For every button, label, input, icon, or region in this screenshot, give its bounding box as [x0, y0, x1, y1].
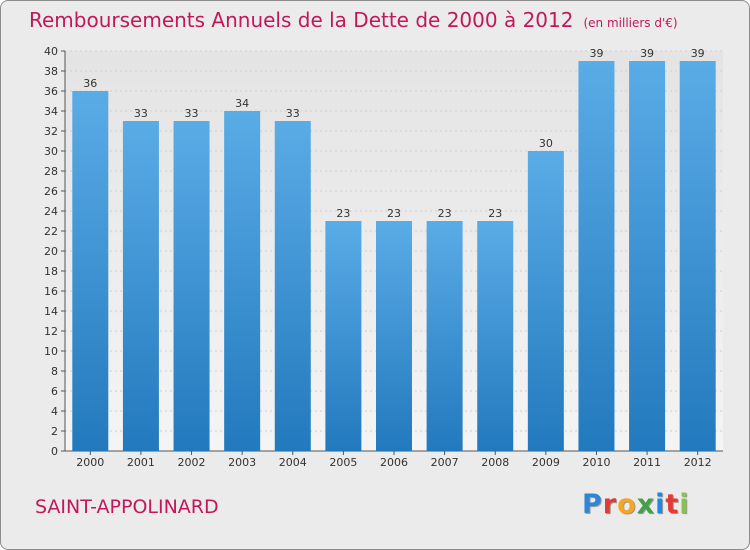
y-tick-label: 36 — [44, 85, 58, 98]
x-tick-label: 2007 — [431, 456, 459, 469]
logo-letter: x — [636, 489, 656, 520]
bar-value-label: 33 — [286, 107, 300, 120]
bar — [629, 61, 666, 451]
y-tick-label: 12 — [44, 325, 58, 338]
bar — [527, 151, 564, 451]
logo-letter: r — [602, 489, 618, 520]
x-tick-label: 2004 — [279, 456, 307, 469]
chart-title: Remboursements Annuels de la Dette de 20… — [29, 8, 678, 32]
bar-value-label: 36 — [83, 77, 97, 90]
y-tick-label: 6 — [51, 385, 58, 398]
y-tick-label: 28 — [44, 165, 58, 178]
bar-value-label: 23 — [488, 207, 502, 220]
x-tick-label: 2006 — [380, 456, 408, 469]
y-tick-label: 16 — [44, 285, 58, 298]
y-tick-label: 40 — [44, 45, 58, 58]
bar-value-label: 30 — [539, 137, 553, 150]
title-text: Remboursements Annuels de la Dette de 20… — [29, 8, 574, 32]
y-tick-label: 24 — [44, 205, 58, 218]
bar-value-label: 23 — [438, 207, 452, 220]
unit-note: (en milliers d'€) — [583, 16, 678, 30]
logo-letter: i — [679, 489, 690, 520]
y-tick-label: 26 — [44, 185, 58, 198]
bar — [426, 221, 463, 451]
bar — [72, 91, 109, 451]
bar — [173, 121, 210, 451]
y-tick-label: 34 — [44, 105, 58, 118]
bar-value-label: 39 — [640, 47, 654, 60]
y-tick-label: 20 — [44, 245, 58, 258]
x-tick-label: 2002 — [178, 456, 206, 469]
y-tick-label: 10 — [44, 345, 58, 358]
bar — [274, 121, 311, 451]
logo-letter: P — [582, 489, 603, 520]
x-tick-label: 2011 — [633, 456, 661, 469]
y-tick-label: 8 — [51, 365, 58, 378]
bar-value-label: 33 — [134, 107, 148, 120]
bar — [224, 111, 261, 451]
bar — [376, 221, 412, 451]
bar — [578, 61, 615, 451]
logo-letter: t — [665, 489, 680, 520]
x-tick-label: 2005 — [329, 456, 357, 469]
bar — [679, 61, 716, 451]
logo-letter: i — [655, 489, 666, 520]
bar-value-label: 34 — [235, 97, 249, 110]
bar — [477, 221, 514, 451]
bar — [122, 121, 159, 451]
x-tick-label: 2000 — [76, 456, 104, 469]
y-tick-label: 30 — [44, 145, 58, 158]
x-tick-label: 2003 — [228, 456, 256, 469]
logo-letter: o — [617, 489, 637, 520]
y-tick-label: 2 — [51, 425, 58, 438]
y-tick-label: 4 — [51, 405, 58, 418]
bar — [325, 221, 362, 451]
bar-value-label: 39 — [589, 47, 603, 60]
x-tick-label: 2001 — [127, 456, 155, 469]
y-tick-label: 22 — [44, 225, 58, 238]
y-tick-label: 32 — [44, 125, 58, 138]
bar-value-label: 39 — [691, 47, 705, 60]
x-tick-label: 2012 — [684, 456, 712, 469]
y-tick-label: 0 — [51, 445, 58, 458]
y-tick-label: 38 — [44, 65, 58, 78]
x-tick-label: 2010 — [582, 456, 610, 469]
commune-name: SAINT-APPOLINARD — [35, 496, 219, 518]
bar-value-label: 33 — [185, 107, 199, 120]
y-tick-label: 18 — [44, 265, 58, 278]
y-tick-label: 14 — [44, 305, 58, 318]
x-tick-label: 2008 — [481, 456, 509, 469]
bar-value-label: 23 — [387, 207, 401, 220]
proxiti-logo: Proxiti — [582, 489, 690, 520]
bar-value-label: 23 — [336, 207, 350, 220]
x-tick-label: 2009 — [532, 456, 560, 469]
